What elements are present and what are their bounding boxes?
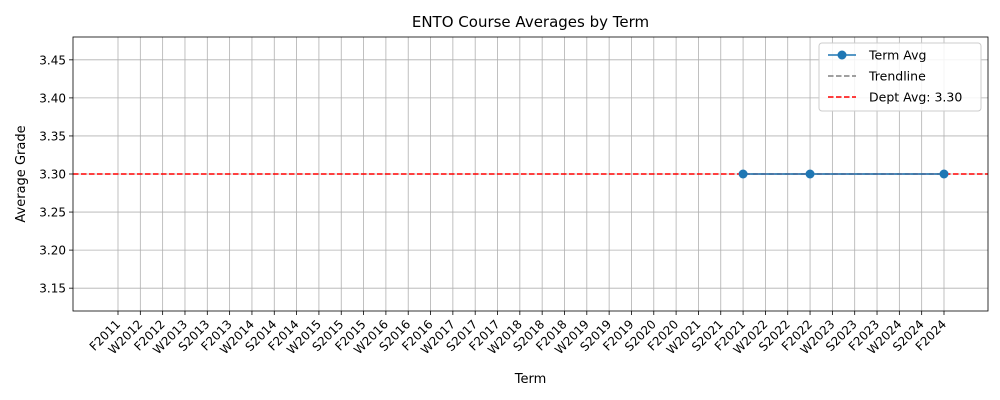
legend-label-dept-avg: Dept Avg: 3.30 [869,90,962,105]
y-tick-label: 3.15 [39,282,66,296]
y-axis-ticks: 3.15 3.20 3.25 3.30 3.35 3.40 3.45 [39,53,73,296]
legend-label-trendline: Trendline [868,69,926,84]
legend-label-term-avg: Term Avg [868,48,926,63]
series-markers [738,169,949,179]
y-tick-label: 3.30 [39,168,66,182]
legend-box [818,42,982,112]
y-tick-label: 3.45 [39,53,66,67]
y-axis-label: Average Grade [14,125,29,222]
x-axis-label: Term [514,372,547,387]
y-tick-label: 3.40 [39,91,66,105]
chart-title: ENTO Course Averages by Term [412,13,649,31]
term-avg-point [738,169,748,179]
term-avg-point [939,169,949,179]
legend-marker-term-avg [837,50,847,60]
y-tick-label: 3.25 [39,206,66,220]
term-avg-point [805,169,815,179]
y-tick-label: 3.35 [39,129,66,143]
legend: Term Avg Trendline Dept Avg: 3.30 [818,42,982,112]
y-tick-label: 3.20 [39,244,66,258]
